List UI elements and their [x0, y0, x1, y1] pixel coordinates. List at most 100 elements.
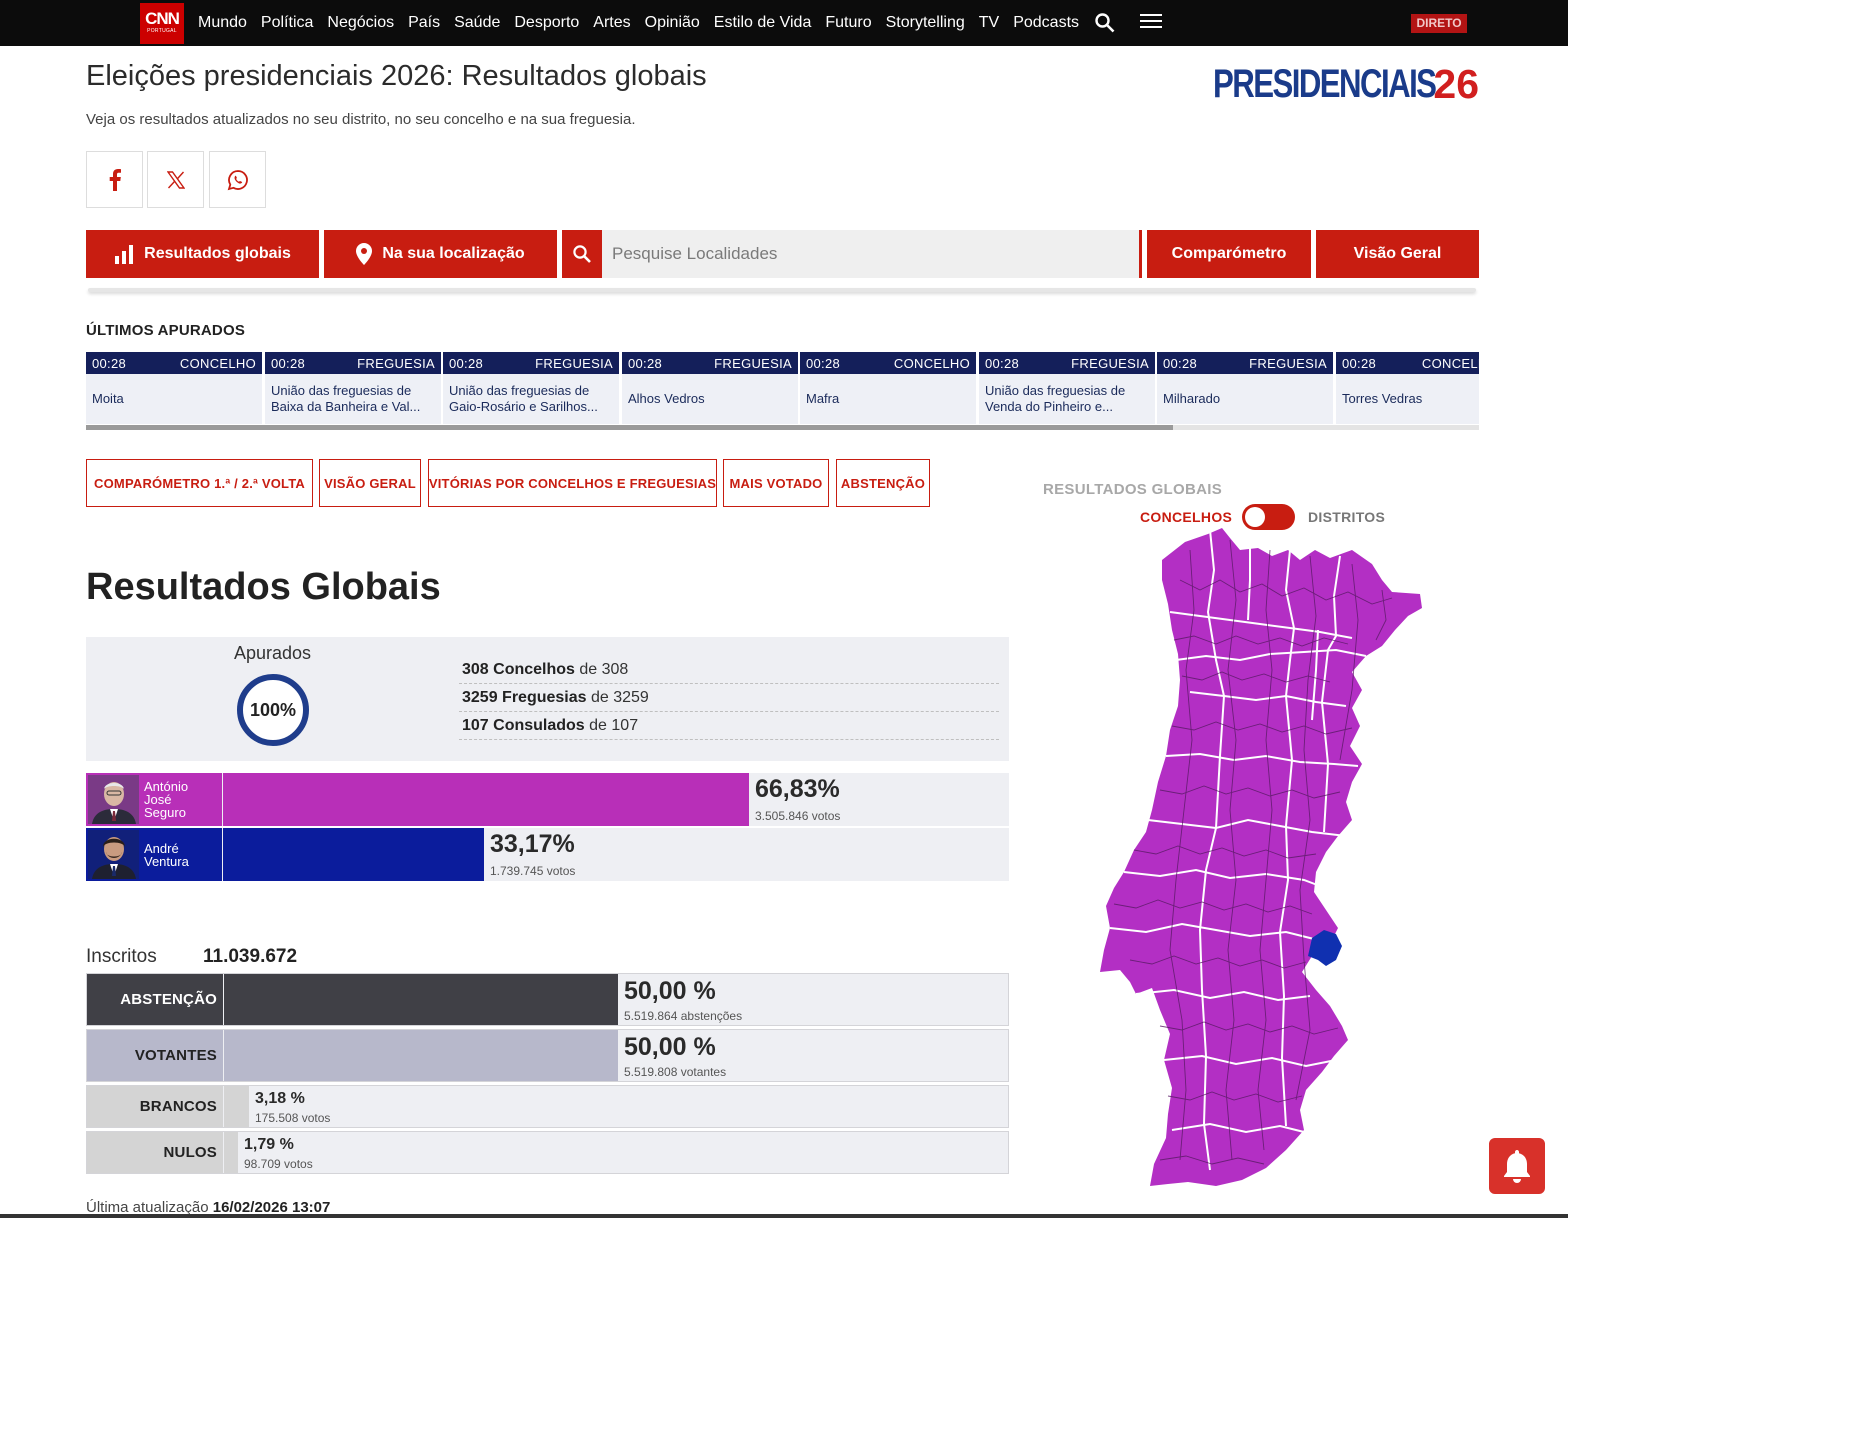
participation-bar — [224, 1030, 618, 1081]
overview-button[interactable]: Visão Geral — [1316, 230, 1479, 278]
candidate-name-line: Ventura — [144, 854, 189, 869]
latest-time: 00:28 — [449, 355, 484, 371]
nav-item-mundo[interactable]: Mundo — [198, 14, 247, 31]
carousel-scrollbar[interactable] — [86, 425, 1479, 430]
latest-card[interactable]: 00:28 FREGUESIA União das freguesias de G… — [443, 352, 619, 424]
search-icon[interactable] — [1094, 12, 1116, 34]
latest-counted-carousel: 00:28 CONCELHO Moita 00:28 FREGUESIA União… — [86, 352, 1479, 424]
latest-locality: União das freguesias de Gaio-Rosário e S… — [449, 383, 598, 414]
latest-card[interactable]: 00:28 FREGUESIA Milharado — [1157, 352, 1333, 424]
filter-most-voted[interactable]: MAIS VOTADO — [723, 459, 829, 507]
search-icon[interactable] — [562, 230, 602, 278]
latest-card[interactable]: 00:28 CONCELHO Moita — [86, 352, 262, 424]
latest-card[interactable]: 00:28 FREGUESIA União das freguesias de B… — [265, 352, 441, 424]
candidate-votes: 3.505.846 votos — [755, 809, 841, 823]
logo-subtext: PORTUGAL — [147, 28, 177, 34]
participation-bar — [224, 1086, 249, 1127]
counted-progress-ring: 100% — [237, 674, 309, 746]
nav-item-politica[interactable]: Política — [260, 14, 314, 31]
facebook-icon — [109, 168, 121, 191]
candidate-name-line: André — [144, 841, 179, 856]
nav-item-storytelling[interactable]: Storytelling — [885, 14, 965, 31]
stat-total: de 308 — [574, 661, 629, 678]
nav-item-pais[interactable]: País — [408, 14, 441, 31]
last-update: Última atualização 16/02/2026 13:07 — [86, 1199, 330, 1216]
map-subregion-borders — [1113, 539, 1393, 1165]
location-button[interactable]: Na sua localização — [324, 230, 557, 278]
latest-locality: União das freguesias de Venda do Pinheir… — [985, 383, 1126, 414]
participation-count: 175.508 votos — [255, 1111, 331, 1125]
candidate-name: António José Seguro — [144, 780, 188, 819]
nav-item-artes[interactable]: Artes — [593, 14, 631, 31]
candidate-name-line: António — [144, 779, 189, 794]
candidate-row[interactable]: André Ventura 33,17% 1.739.745 votos — [86, 828, 1009, 881]
nav-item-saude[interactable]: Saúde — [454, 14, 501, 31]
latest-locality: Moita — [92, 391, 124, 406]
nav-item-podcasts[interactable]: Podcasts — [1013, 14, 1080, 31]
toggle-option-concelhos[interactable]: CONCELHOS — [1140, 509, 1233, 525]
latest-type: FREGUESIA — [357, 355, 435, 371]
filter-abstention[interactable]: ABSTENÇÃO — [836, 459, 930, 507]
cnn-portugal-logo[interactable]: CNN PORTUGAL — [140, 3, 184, 44]
comparometer-button[interactable]: Comparómetro — [1147, 230, 1311, 278]
x-share-button[interactable] — [147, 151, 204, 208]
nav-item-negocios[interactable]: Negócios — [327, 14, 395, 31]
scrollbar-thumb[interactable] — [86, 425, 1173, 430]
map-region-main[interactable] — [1100, 528, 1422, 1186]
stat-freguesias: 3259 Freguesias de 3259 — [459, 684, 999, 712]
hamburger-menu-icon[interactable] — [1140, 14, 1162, 32]
candidate-name-line: José — [144, 792, 172, 807]
latest-type: CONCELHO — [1421, 355, 1479, 371]
latest-locality: União das freguesias de Baixa da Banheir… — [271, 383, 421, 414]
nav-item-opiniao[interactable]: Opinião — [644, 14, 700, 31]
filter-comparometer[interactable]: COMPARÓMETRO 1.ª / 2.ª VOLTA — [86, 459, 313, 507]
latest-time: 00:28 — [628, 355, 663, 371]
last-update-label: Última atualização — [86, 1199, 209, 1216]
counted-label: Apurados — [234, 643, 312, 663]
candidate-percent: 33,17% — [490, 830, 575, 858]
latest-time: 00:28 — [806, 355, 841, 371]
map-level-toggle[interactable] — [1242, 504, 1295, 530]
participation-percent: 50,00 % — [624, 1033, 716, 1061]
registered-value: 11.039.672 — [203, 946, 298, 967]
latest-card-header: 00:28 CONCELHO — [800, 352, 976, 374]
brand-word: PRESIDENCIAIS — [1213, 62, 1437, 106]
whatsapp-share-button[interactable] — [209, 151, 266, 208]
notification-bell-button[interactable] — [1489, 1138, 1545, 1194]
latest-card[interactable]: 00:28 FREGUESIA União das freguesias de V… — [979, 352, 1155, 424]
candidate-name-line: Seguro — [144, 805, 186, 820]
locality-search-input[interactable] — [612, 242, 1112, 266]
facebook-share-button[interactable] — [86, 151, 143, 208]
latest-time: 00:28 — [92, 355, 127, 371]
page-subtitle: Veja os resultados atualizados no seu di… — [86, 111, 636, 128]
toggle-option-distritos[interactable]: DISTRITOS — [1308, 509, 1386, 525]
live-badge[interactable]: DIRETO — [1411, 14, 1467, 33]
x-icon — [166, 170, 185, 189]
participation-count: 5.519.808 votantes — [624, 1065, 727, 1079]
nav-item-futuro[interactable]: Futuro — [825, 14, 872, 31]
stat-value: 308 Concelhos — [462, 661, 575, 678]
global-results-label: Resultados globais — [144, 245, 291, 262]
filter-victories[interactable]: VITÓRIAS POR CONCELHOS E FREGUESIAS — [428, 459, 717, 507]
participation-percent: 3,18 % — [255, 1090, 305, 1107]
portugal-results-map[interactable] — [1090, 520, 1440, 1195]
filter-overview[interactable]: VISÃO GERAL — [319, 459, 421, 507]
candidate-row[interactable]: António José Seguro 66,83% 3.505.846 vot… — [86, 773, 1009, 826]
latest-type: FREGUESIA — [714, 355, 792, 371]
map-borders — [1109, 529, 1367, 1171]
latest-card[interactable]: 00:28 CONCELHO Torres Vedras — [1336, 352, 1479, 424]
location-pin-icon — [356, 243, 373, 265]
stat-total: de 107 — [584, 717, 639, 734]
nav-item-tv[interactable]: TV — [978, 14, 1000, 31]
abstention-row: ABSTENÇÃO 50,00 % 5.519.864 abstenções — [86, 973, 1009, 1026]
latest-card[interactable]: 00:28 FREGUESIA Alhos Vedros — [622, 352, 798, 424]
page-title: Eleições presidenciais 2026: Resultados … — [86, 60, 707, 92]
map-region-minor[interactable] — [1308, 930, 1342, 966]
candidate-label: André Ventura — [86, 828, 222, 881]
global-results-button[interactable]: Resultados globais — [86, 230, 319, 278]
nav-item-estilo-de-vida[interactable]: Estilo de Vida — [713, 14, 812, 31]
nav-item-desporto[interactable]: Desporto — [514, 14, 580, 31]
latest-counted-title: ÚLTIMOS APURADOS — [86, 322, 246, 339]
latest-card[interactable]: 00:28 CONCELHO Mafra — [800, 352, 976, 424]
participation-percent: 1,79 % — [244, 1136, 294, 1153]
